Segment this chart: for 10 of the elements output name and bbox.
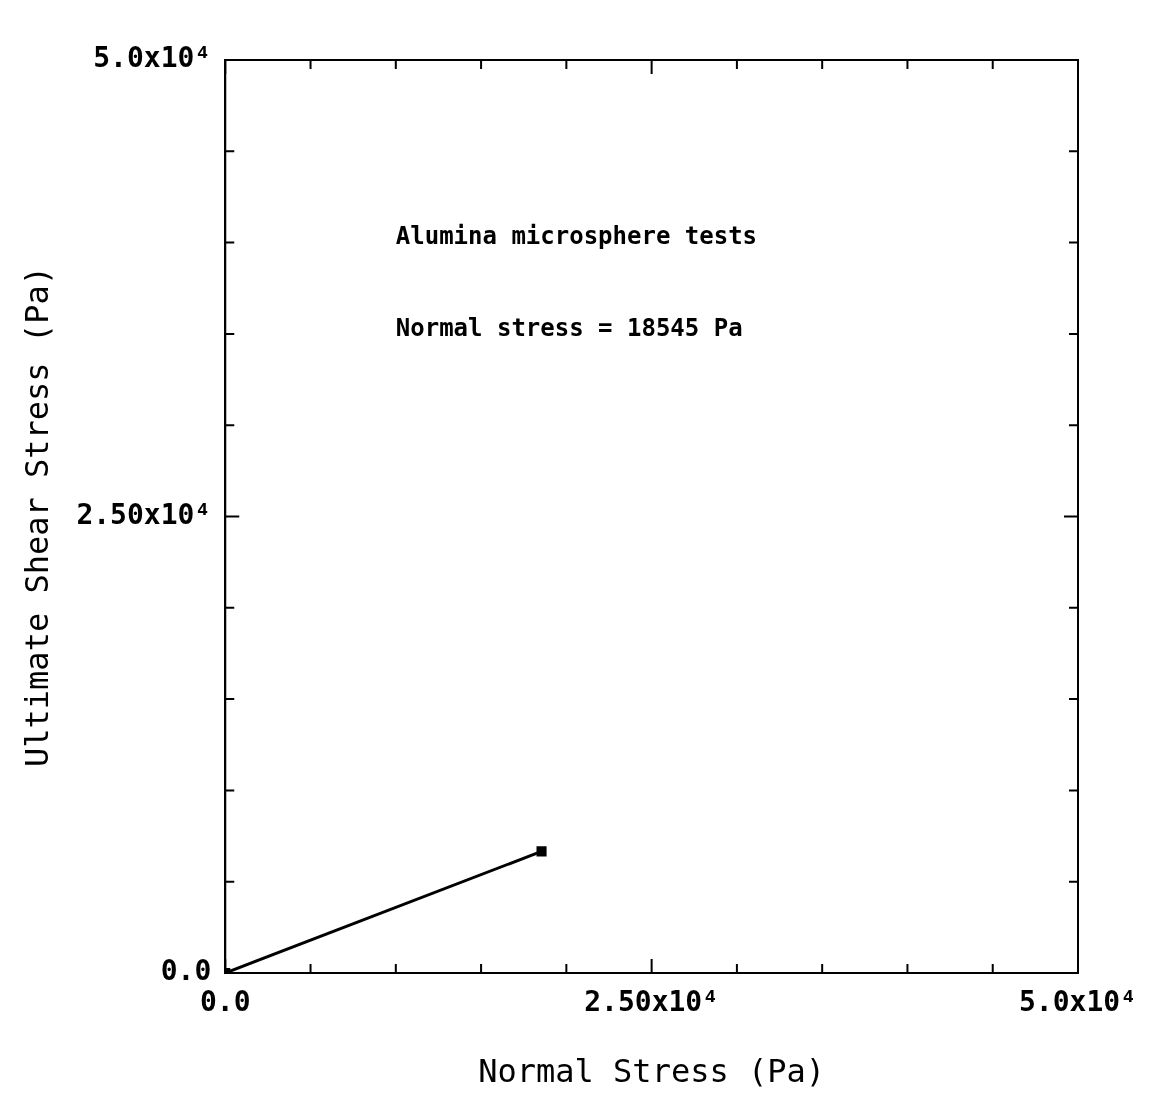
x-axis-title: Normal Stress (Pa) <box>478 1052 826 1091</box>
x-tick-label: 2.50x10⁴ <box>584 985 720 1019</box>
x-tick-label: 0.0 <box>199 985 251 1019</box>
y-axis-title: Ultimate Shear Stress (Pa) <box>17 266 56 767</box>
y-tick-label: 5.0x10⁴ <box>93 41 212 75</box>
x-tick-label: 5.0x10⁴ <box>1018 985 1138 1019</box>
annotation: Normal stress = 18545 Pa <box>395 313 743 342</box>
y-tick-label: 0.0 <box>160 954 212 988</box>
y-tick-label: 2.50x10⁴ <box>76 497 212 531</box>
annotation: Alumina microsphere tests <box>395 222 758 251</box>
